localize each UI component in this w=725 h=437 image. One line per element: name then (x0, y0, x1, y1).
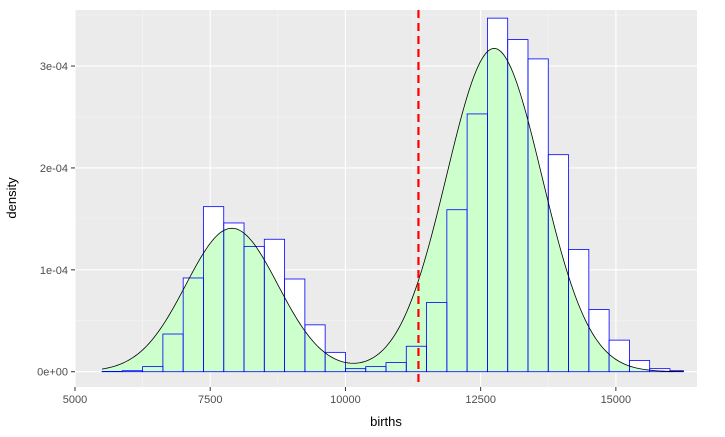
histogram-bar-outline (324, 351, 346, 373)
x-tick-label: 5000 (63, 394, 87, 406)
y-tick-label: 2e-04 (40, 163, 68, 175)
y-tick-label: 1e-04 (40, 265, 68, 277)
y-axis-ticks: 0e+00 1e-04 2e-04 3e-04 (37, 61, 75, 379)
density-curve (101, 47, 684, 372)
x-axis-ticks: 5000 7500 10000 12500 15000 (63, 387, 631, 406)
x-axis-title: births (370, 414, 402, 429)
histogram-bar-outline (608, 339, 630, 373)
x-tick-label: 10000 (330, 394, 361, 406)
y-tick-label: 0e+00 (37, 367, 68, 379)
histogram-bar (629, 360, 650, 372)
y-tick-label: 3e-04 (40, 61, 68, 73)
x-tick-label: 7500 (198, 394, 222, 406)
histogram-bar (649, 368, 670, 372)
histogram-bar-outline (304, 324, 326, 373)
density-area (102, 48, 684, 372)
histogram-bar-outlines (101, 17, 684, 373)
y-axis-title: density (4, 177, 19, 219)
x-tick-label: 15000 (601, 394, 632, 406)
x-tick-label: 12500 (465, 394, 496, 406)
